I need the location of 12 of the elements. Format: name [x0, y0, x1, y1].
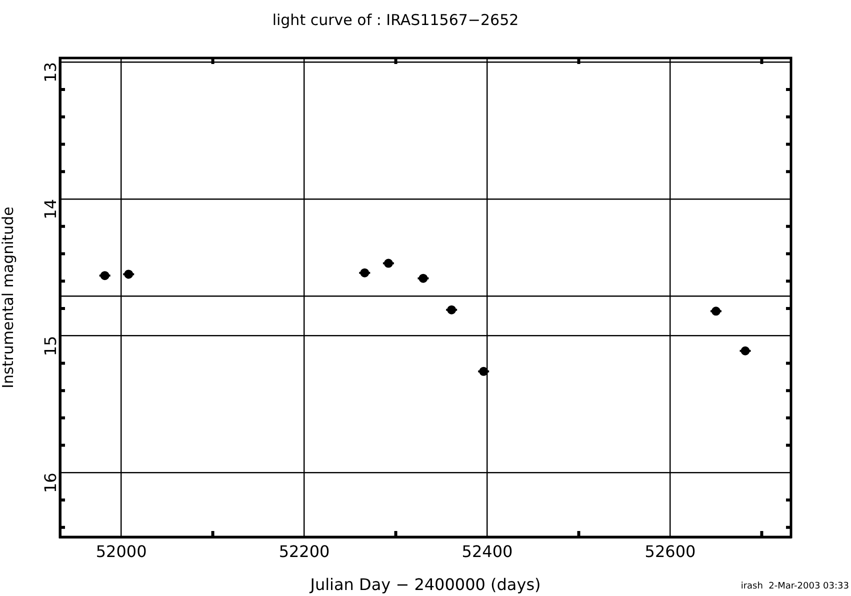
- x-tick-label: 52000: [96, 542, 147, 561]
- x-tick-label: 52200: [278, 542, 330, 561]
- y-axis-title: Instrumental magnitude: [0, 206, 17, 388]
- chart-title: light curve of : IRAS11567−2652: [272, 10, 519, 29]
- x-tick-label: 52400: [462, 542, 513, 561]
- y-tick-label: 14: [41, 198, 60, 220]
- y-tick-label: 15: [41, 336, 60, 356]
- y-tick-label: 16: [41, 472, 60, 494]
- text: irash 2-Mar-2003 03:33: [740, 581, 849, 592]
- x-tick-label: 52600: [644, 542, 696, 561]
- y-tick-label: 13: [41, 62, 60, 82]
- x-axis-title: Julian Day − 2400000 (days): [309, 575, 541, 594]
